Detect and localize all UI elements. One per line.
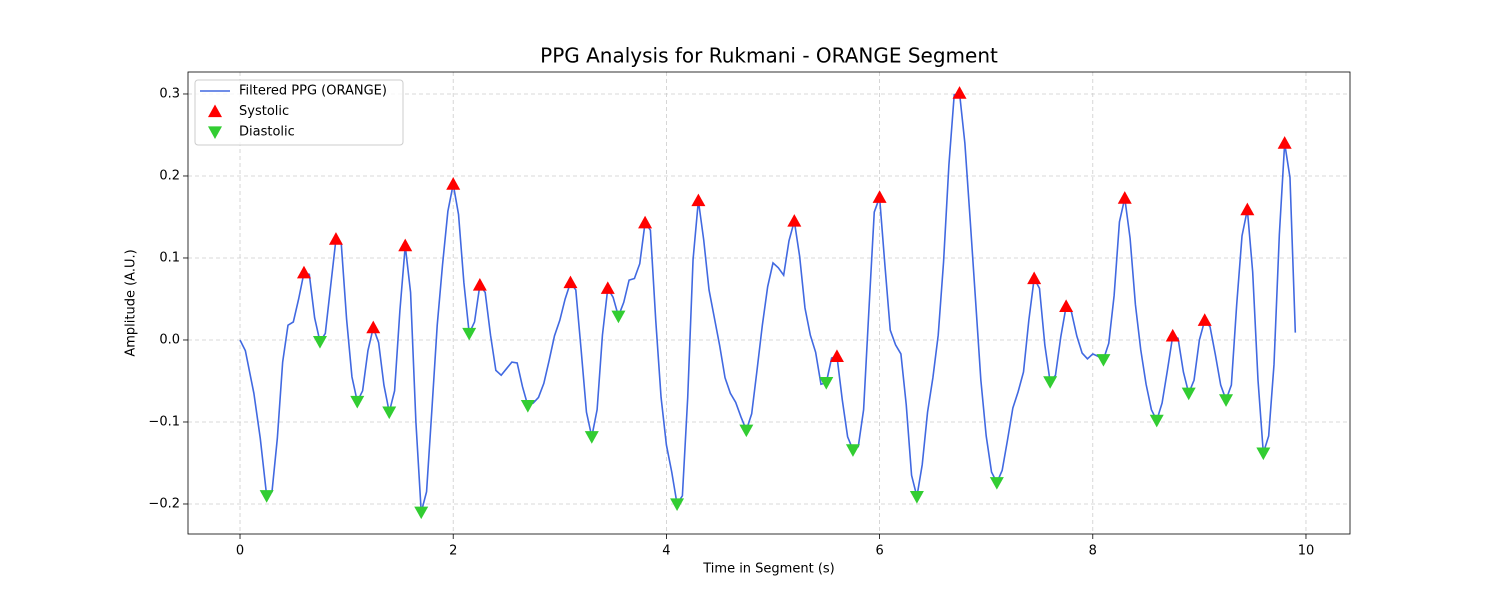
marker xyxy=(1165,328,1180,342)
marker xyxy=(819,377,834,390)
x-tick-label: 4 xyxy=(662,544,670,559)
marker xyxy=(1181,387,1196,401)
marker xyxy=(472,278,487,291)
marker xyxy=(1027,271,1042,285)
marker xyxy=(312,336,327,349)
marker xyxy=(872,190,887,203)
legend-box xyxy=(194,79,404,146)
x-tick-label: 6 xyxy=(875,544,883,559)
legend-label: Filtered PPG (ORANGE) xyxy=(239,84,387,99)
marker xyxy=(739,424,754,438)
plot-frame xyxy=(187,71,1351,535)
legend-label: Diastolic xyxy=(239,125,295,140)
marker xyxy=(382,406,397,420)
marker xyxy=(1277,136,1292,149)
marker xyxy=(1256,447,1271,461)
marker xyxy=(845,444,860,457)
marker xyxy=(638,215,653,229)
x-tick-label: 0 xyxy=(236,544,244,559)
marker xyxy=(691,193,706,207)
marker xyxy=(600,281,615,294)
y-tick-label: 0.0 xyxy=(159,332,180,347)
marker xyxy=(259,490,274,503)
marker xyxy=(446,177,461,190)
legend-marker xyxy=(208,126,222,139)
marker xyxy=(1197,313,1212,326)
marker xyxy=(952,86,967,99)
marker xyxy=(1096,354,1111,367)
marker xyxy=(1059,299,1074,312)
chart-title: PPG Analysis for Rukmani - ORANGE Segmen… xyxy=(540,44,998,68)
y-tick-label: 0.1 xyxy=(159,250,180,265)
data-line xyxy=(239,92,1297,513)
marker xyxy=(366,320,381,334)
marker xyxy=(829,349,844,362)
marker xyxy=(296,265,311,279)
x-axis-label: Time in Segment (s) xyxy=(702,562,834,577)
x-tick-label: 10 xyxy=(1298,544,1315,559)
legend-label: Systolic xyxy=(239,104,289,119)
marker xyxy=(1240,202,1255,216)
marker xyxy=(787,214,802,227)
y-tick-label: 0.3 xyxy=(159,86,180,101)
marker xyxy=(350,395,365,409)
marker xyxy=(670,498,685,511)
marker xyxy=(414,506,429,520)
x-tick-label: 2 xyxy=(449,544,457,559)
y-tick-label: −0.2 xyxy=(148,496,180,511)
marker xyxy=(520,399,535,413)
marker xyxy=(563,275,578,289)
y-tick-label: −0.1 xyxy=(148,414,180,429)
marker xyxy=(611,310,626,324)
marker xyxy=(1149,414,1164,428)
marker xyxy=(989,477,1004,490)
marker xyxy=(909,491,924,504)
y-tick-label: 0.2 xyxy=(159,168,180,183)
marker xyxy=(462,327,477,341)
y-axis-label: Amplitude (A.U.) xyxy=(124,249,139,356)
legend-marker xyxy=(208,104,222,118)
marker xyxy=(398,238,413,252)
marker xyxy=(1219,394,1234,407)
marker xyxy=(584,431,599,444)
x-tick-label: 8 xyxy=(1089,544,1097,559)
marker xyxy=(1043,376,1058,389)
marker xyxy=(1117,191,1132,204)
marker xyxy=(328,232,343,245)
